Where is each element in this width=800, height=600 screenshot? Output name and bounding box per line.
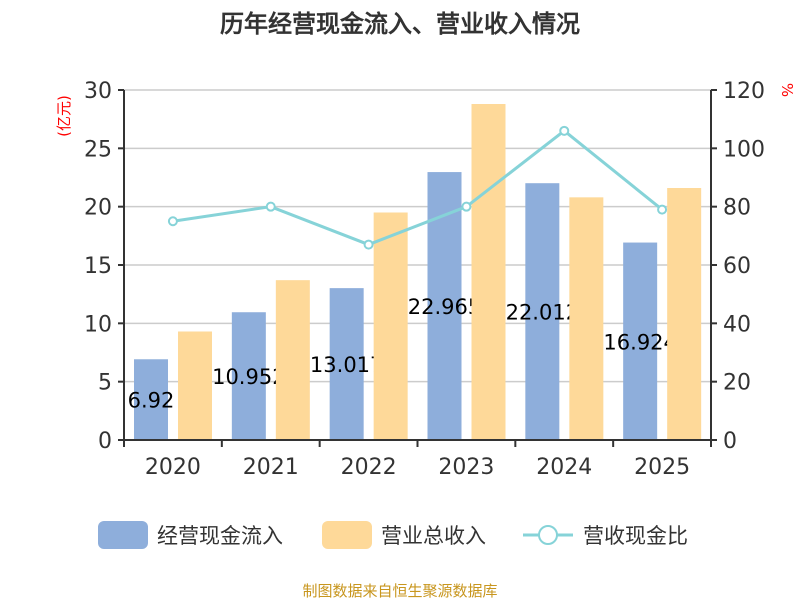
data-label-cash-inflow: 13.017 (310, 353, 383, 377)
bar-cash-inflow (525, 183, 560, 440)
right-tick-label: 100 (723, 137, 765, 162)
point-ratio (363, 239, 374, 250)
x-tick-label: 2024 (536, 455, 592, 480)
left-tick-label: 25 (84, 137, 112, 162)
right-tick-label: 120 (723, 79, 765, 104)
point-ratio (461, 201, 472, 212)
data-label-cash-inflow: 16.924 (603, 330, 676, 354)
bar-revenue (178, 331, 212, 440)
bar-revenue (275, 280, 310, 440)
right-tick-label: 80 (723, 196, 751, 221)
footer-source: 制图数据来自恒生聚源数据库 (302, 582, 497, 600)
legend-swatch-revenue (322, 521, 372, 549)
line-ratio (172, 128, 664, 247)
point-ratio (657, 204, 668, 215)
legend-label-cash-inflow: 经营现金流入 (157, 524, 283, 548)
point-ratio (265, 201, 276, 212)
data-label-cash-inflow: 22.965 (408, 295, 481, 319)
bar-revenue (471, 104, 506, 440)
right-tick-label: 0 (723, 429, 737, 454)
bar-cash-inflow (329, 288, 364, 440)
left-tick-label: 10 (84, 312, 112, 337)
right-tick-label: 40 (723, 312, 751, 337)
bar-cash-inflow (134, 359, 168, 440)
bar-cash-inflow (231, 312, 266, 440)
left-tick-label: 0 (98, 429, 112, 454)
data-label-cash-inflow: 10.952 (212, 365, 285, 389)
x-tick-label: 2023 (438, 455, 494, 480)
legend-marker-ratio (538, 525, 558, 545)
chart-title: 历年经营现金流入、营业收入情况 (220, 10, 580, 38)
left-tick-label: 15 (84, 254, 112, 279)
right-tick-label: 20 (723, 371, 751, 396)
x-tick-label: 2021 (243, 455, 299, 480)
point-ratio (559, 125, 570, 136)
left-tick-label: 20 (84, 196, 112, 221)
bar-revenue (569, 197, 604, 440)
right-tick-label: 60 (723, 254, 751, 279)
bar-revenue (667, 188, 702, 440)
x-tick-label: 2020 (145, 455, 201, 480)
right-axis-unit: % (778, 83, 796, 97)
x-tick-label: 2022 (341, 455, 397, 480)
left-axis-unit: (亿元) (55, 95, 73, 137)
legend: 经营现金流入 营业总收入 营收现金比 (98, 521, 688, 549)
legend-label-revenue: 营业总收入 (381, 524, 486, 548)
x-tick-label: 2025 (634, 455, 690, 480)
data-label-cash-inflow: 6.92 (128, 389, 175, 413)
legend-label-ratio: 营收现金比 (583, 524, 688, 548)
bar-cash-inflow (623, 242, 658, 440)
left-tick-label: 30 (84, 79, 112, 104)
data-label-cash-inflow: 22.012 (506, 301, 579, 325)
bar-revenue (373, 212, 408, 440)
left-tick-label: 5 (98, 371, 112, 396)
point-ratio (167, 216, 178, 227)
legend-swatch-cash-inflow (98, 521, 148, 549)
